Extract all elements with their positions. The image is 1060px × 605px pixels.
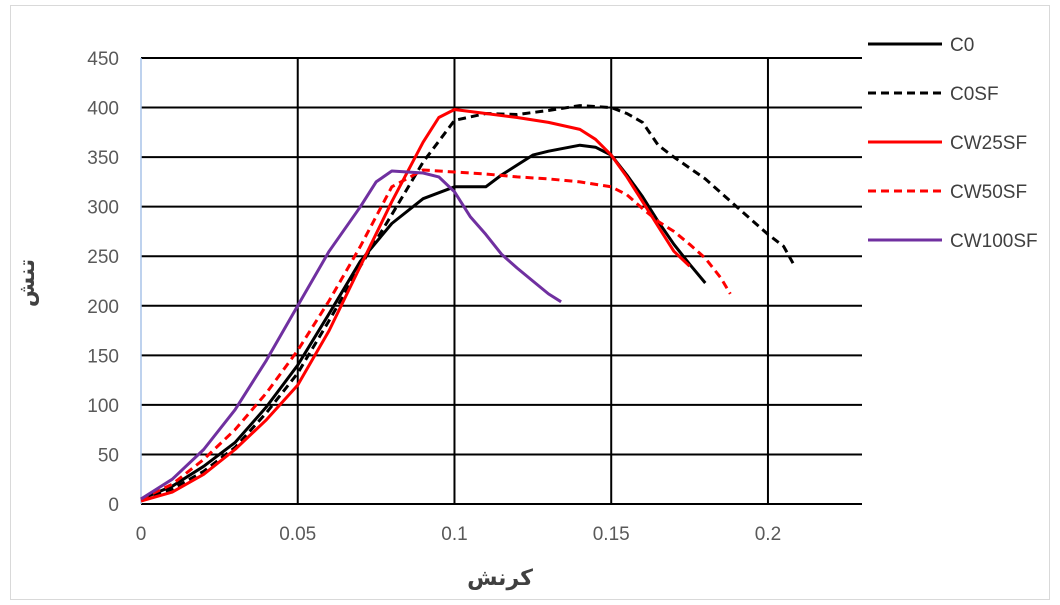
chart-frame	[10, 5, 1050, 600]
y-tick-label: 200	[87, 297, 119, 318]
x-axis-title: کرنش	[467, 566, 533, 591]
x-axis-ticks: 0 0.05 0.1 0.15 0.2	[136, 524, 781, 545]
legend-label: C0SF	[950, 84, 999, 105]
x-tick-label: 0	[136, 524, 147, 545]
y-tick-label: 300	[87, 198, 119, 219]
legend: C0 C0SF CW25SF CW50SF CW100SF	[868, 35, 1038, 252]
y-tick-label: 100	[87, 396, 119, 417]
series-line-cw25sf	[140, 108, 691, 503]
legend-label: CW25SF	[950, 133, 1027, 154]
x-tick-label: 0.1	[441, 524, 467, 545]
x-tick-label: 0.2	[755, 524, 781, 545]
legend-label: CW100SF	[950, 231, 1038, 252]
series-line-cw100sf	[140, 169, 562, 501]
legend-label: CW50SF	[950, 182, 1027, 203]
y-tick-label: 350	[87, 148, 119, 169]
y-tick-label: 150	[87, 346, 119, 367]
x-tick-label: 0.15	[593, 524, 630, 545]
grid	[140, 57, 862, 505]
series-line-cw50sf	[140, 168, 732, 501]
series-line-c0sf	[140, 104, 795, 501]
y-tick-label: 0	[108, 495, 119, 516]
y-tick-label: 50	[98, 445, 119, 466]
legend-label: C0	[950, 35, 974, 56]
y-tick-label: 400	[87, 99, 119, 120]
y-tick-label: 450	[87, 49, 119, 70]
plot-area	[140, 104, 795, 503]
series-line-c0	[140, 143, 707, 501]
y-axis-ticks: 0 50 100 150 200 250 300 350 400 450	[87, 49, 119, 516]
x-tick-label: 0.05	[279, 524, 316, 545]
y-axis-title: تنش	[15, 259, 40, 307]
y-tick-label: 250	[87, 247, 119, 268]
